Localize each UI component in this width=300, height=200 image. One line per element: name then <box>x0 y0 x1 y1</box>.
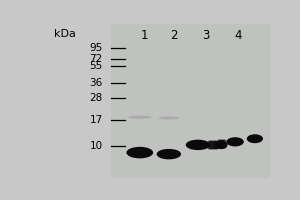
Ellipse shape <box>247 134 263 143</box>
Text: 1: 1 <box>141 29 148 42</box>
Ellipse shape <box>128 115 152 119</box>
Ellipse shape <box>186 140 210 150</box>
Ellipse shape <box>158 116 179 119</box>
Bar <box>111 24 270 178</box>
Text: 4: 4 <box>235 29 242 42</box>
Ellipse shape <box>157 149 181 159</box>
Text: 10: 10 <box>89 141 103 151</box>
Text: 3: 3 <box>202 29 210 42</box>
Text: 36: 36 <box>89 78 103 88</box>
Ellipse shape <box>126 147 153 158</box>
Text: kDa: kDa <box>55 29 76 39</box>
Text: 55: 55 <box>89 61 103 71</box>
Text: 28: 28 <box>89 93 103 103</box>
Ellipse shape <box>215 141 228 149</box>
Text: 72: 72 <box>89 54 103 64</box>
Text: 95: 95 <box>89 43 103 53</box>
Text: 17: 17 <box>89 115 103 125</box>
Text: 2: 2 <box>170 29 177 42</box>
Ellipse shape <box>226 137 244 146</box>
